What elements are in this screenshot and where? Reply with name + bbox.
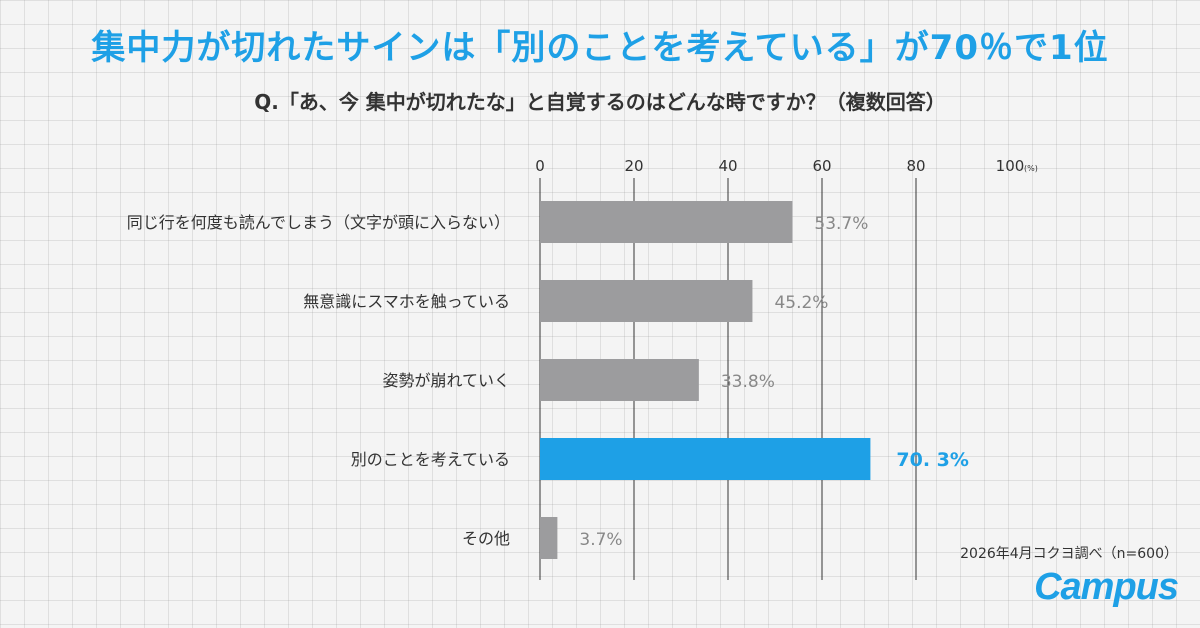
bar bbox=[540, 280, 753, 322]
category-label: 同じ行を何度も読んでしまう（文字が頭に入らない） bbox=[127, 213, 510, 232]
category-label: その他 bbox=[462, 529, 510, 548]
highlighted-bar bbox=[540, 438, 871, 480]
campus-logo: Campus bbox=[1034, 566, 1179, 608]
value-label: 70. 3% bbox=[896, 449, 969, 471]
category-label: 姿勢が崩れていく bbox=[382, 371, 510, 390]
value-label: 33.8% bbox=[721, 372, 775, 392]
value-label: 45.2% bbox=[774, 293, 828, 313]
bar bbox=[540, 201, 793, 243]
category-label: 無意識にスマホを触っている bbox=[303, 292, 510, 311]
x-unit-label: (%) bbox=[1024, 164, 1038, 173]
x-tick-label: 40 bbox=[718, 157, 737, 175]
value-label: 53.7% bbox=[814, 214, 868, 234]
source-note: 2026年4月コクヨ調べ（n=600） bbox=[960, 546, 1178, 562]
x-tick-label: 0 bbox=[535, 157, 545, 175]
x-tick-label: 20 bbox=[624, 157, 643, 175]
x-tick-label: 100 bbox=[996, 157, 1025, 175]
bar bbox=[540, 517, 558, 559]
x-tick-label: 60 bbox=[812, 157, 831, 175]
chart-subtitle: Q.「あ、今 集中が切れたな」と自覚するのはどんな時ですか？（複数回答） bbox=[254, 90, 946, 114]
chart-title: 集中力が切れたサインは「別のことを考えている」が70％で1位 bbox=[91, 28, 1109, 68]
value-label: 3.7% bbox=[579, 530, 622, 550]
category-label: 別のことを考えている bbox=[351, 450, 510, 469]
x-tick-label: 80 bbox=[906, 157, 925, 175]
bar bbox=[540, 359, 699, 401]
